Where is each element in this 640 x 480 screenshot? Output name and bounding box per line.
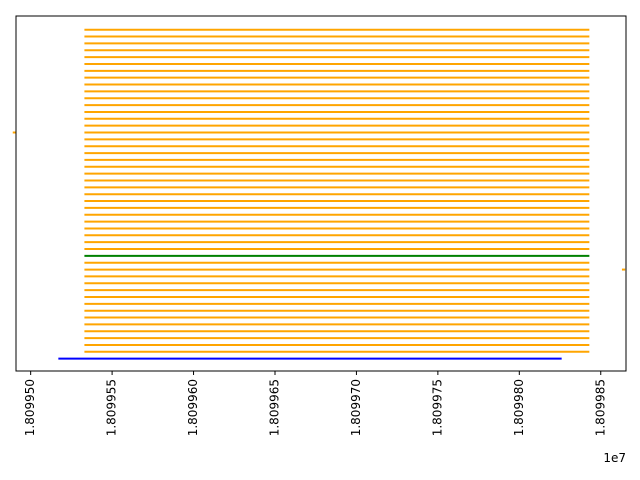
x-tick-label: 1.809980	[512, 379, 526, 436]
x-tick-label: 1.809975	[430, 379, 444, 436]
plot-frame	[15, 15, 627, 372]
x-tick-label: 1.809965	[267, 379, 281, 436]
x-tick-label: 1.809985	[593, 379, 607, 436]
x-tick-label: 1.809955	[105, 379, 119, 436]
x-tick-label: 1.809970	[349, 379, 363, 436]
x-tick-label: 1.809960	[186, 379, 200, 436]
x-tick-label: 1.809950	[23, 379, 37, 436]
series-layer	[12, 28, 626, 360]
x-axis-offset-label: 1e7	[603, 451, 626, 465]
x-axis: 1.809950 1.809955 1.809960 1.809965 1.809970…	[23, 371, 607, 436]
